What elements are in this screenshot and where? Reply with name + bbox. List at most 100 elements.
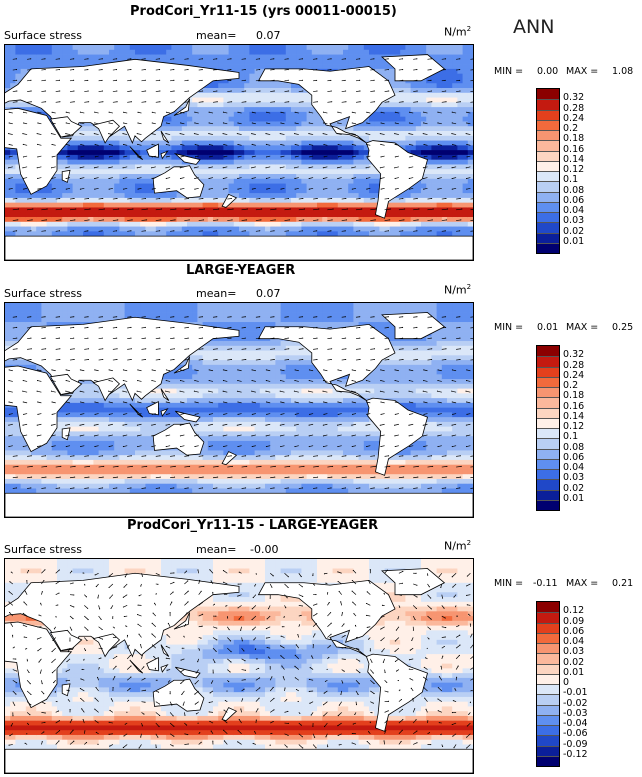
- land-outline: [130, 660, 143, 673]
- colorbar-swatch: [537, 643, 559, 654]
- colorbar-tick-label: 0.2: [563, 123, 579, 134]
- colorbar-tick-label: 0.1: [563, 431, 579, 443]
- colorbar-swatch: [537, 109, 559, 120]
- land-outline: [5, 108, 71, 194]
- land-outline: [259, 324, 396, 400]
- colorbar-swatch: [537, 130, 559, 141]
- land-outline: [93, 120, 119, 143]
- panel-2-map-canvas: [5, 303, 473, 517]
- colorbar-tick-label: -0.04: [563, 718, 588, 729]
- panel-3-max-label: MAX =: [566, 578, 599, 589]
- colorbar-swatch: [537, 150, 559, 161]
- panel-2-map: [4, 302, 474, 518]
- panel-3-max-value: 0.21: [612, 578, 634, 589]
- colorbar-swatch: [537, 119, 559, 130]
- panel-1-map-canvas: [5, 45, 473, 260]
- colorbar-tick-label: -0.09: [563, 738, 588, 750]
- land-outline: [174, 99, 190, 116]
- land-outline: [51, 117, 82, 137]
- panel-1-max-value: 1.08: [612, 66, 634, 77]
- panel-3-mean-value: -0.00: [250, 543, 279, 556]
- land-outline: [147, 402, 159, 415]
- land-outline: [93, 634, 119, 657]
- land-outline: [147, 658, 159, 671]
- colorbar-tick-label: 0.28: [563, 102, 585, 114]
- panel-2-max-label: MAX =: [566, 322, 599, 333]
- colorbar-tick-label: 0.03: [563, 215, 585, 227]
- colorbar-tick-label: 0.14: [563, 410, 585, 422]
- land-outline: [5, 749, 473, 773]
- colorbar-tick-label: 0.24: [563, 112, 585, 124]
- colorbar-tick-label: 0.12: [563, 164, 585, 175]
- panel-3-min-value: -0.11: [533, 578, 558, 589]
- land-outline: [161, 665, 168, 672]
- colorbar-swatch: [537, 140, 559, 151]
- land-outline: [175, 667, 200, 678]
- land-outline: [259, 580, 396, 656]
- colorbar-swatch: [537, 653, 559, 664]
- panel-3-units: N/m2: [444, 539, 472, 553]
- colorbar-tick-label: 0.18: [563, 133, 585, 145]
- panel-1-variable-label: Surface stress: [4, 29, 82, 42]
- colorbar-swatch: [537, 714, 559, 725]
- colorbar-swatch: [537, 89, 559, 100]
- colorbar-tick-label: -0.12: [563, 748, 588, 760]
- colorbar-tick-label: 0.03: [563, 472, 585, 484]
- panel-2-mean-label: mean=: [196, 287, 237, 300]
- colorbar-tick-label: -0.01: [563, 687, 588, 699]
- colorbar-swatch: [537, 448, 559, 459]
- colorbar-swatch: [537, 387, 559, 398]
- season-label: ANN: [513, 16, 555, 38]
- panel-3-map: [4, 558, 474, 774]
- land-outline: [175, 154, 200, 165]
- panel-3-title: ProdCori_Yr11-15 - LARGE-YEAGER: [127, 518, 379, 533]
- colorbar-swatch: [537, 735, 559, 746]
- colorbar-swatch: [537, 438, 559, 449]
- land-outline: [153, 679, 204, 711]
- colorbar-swatch: [537, 745, 559, 756]
- colorbar-tick-label: 0.04: [563, 205, 585, 216]
- panel-2-max-value: 0.25: [612, 322, 634, 333]
- colorbar-swatch: [537, 499, 559, 510]
- colorbar-tick-label: 0.04: [563, 636, 585, 647]
- colorbar-swatch: [537, 704, 559, 715]
- colorbar-tick-label: 0.04: [563, 462, 585, 473]
- colorbar-swatch: [537, 489, 559, 500]
- colorbar-tick-label: 0.08: [563, 184, 585, 196]
- land-outline: [51, 374, 82, 394]
- colorbar-tick-label: 0.1: [563, 174, 579, 186]
- land-outline: [93, 378, 119, 401]
- land-outline: [5, 236, 473, 260]
- colorbar-tick-label: 0.02: [563, 656, 585, 668]
- colorbar-tick-label: 0.16: [563, 143, 585, 155]
- colorbar-swatch: [537, 99, 559, 110]
- panel-2-units: N/m2: [444, 283, 472, 297]
- colorbar-swatch: [537, 212, 559, 223]
- colorbar-swatch: [537, 684, 559, 695]
- land-outline: [382, 55, 444, 81]
- colorbar-tick-label: -0.06: [563, 728, 588, 740]
- land-outline: [259, 67, 396, 143]
- colorbar-tick-label: 0.01: [563, 235, 585, 247]
- land-outline: [147, 144, 159, 157]
- panel-2-mean-value: 0.07: [256, 287, 281, 300]
- colorbar-swatch: [537, 663, 559, 674]
- land-outline: [5, 622, 71, 708]
- colorbar-swatch: [537, 160, 559, 171]
- land-outline: [222, 194, 236, 207]
- land-outline: [161, 151, 168, 158]
- land-outline: [161, 409, 168, 416]
- colorbar-swatch: [537, 222, 559, 233]
- land-outline: [382, 569, 444, 595]
- colorbar-tick-label: 0.18: [563, 390, 585, 402]
- colorbar-swatch: [537, 612, 559, 623]
- land-outline: [175, 411, 200, 422]
- panel-2-colorbar: [536, 345, 560, 511]
- panel-3-min-label: MIN =: [494, 578, 524, 589]
- colorbar-swatch: [537, 725, 559, 736]
- colorbar-tick-label: 0.01: [563, 666, 585, 678]
- colorbar-swatch: [537, 376, 559, 387]
- colorbar-swatch: [537, 242, 559, 253]
- land-outline: [62, 684, 70, 696]
- panel-1-units: N/m2: [444, 25, 472, 39]
